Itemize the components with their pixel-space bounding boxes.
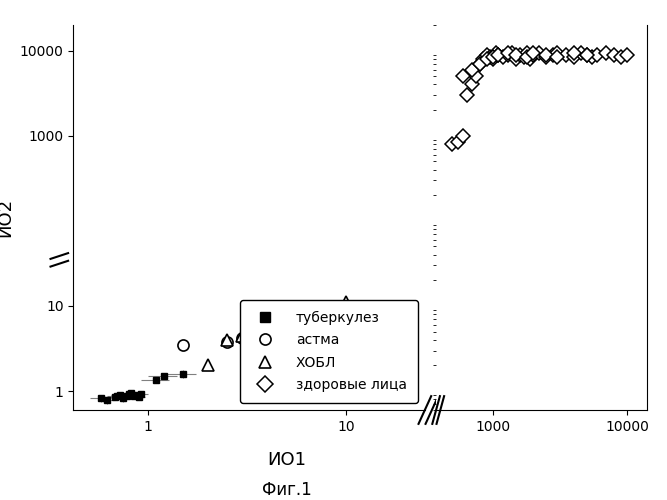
Legend: туберкулез, астма, ХОБЛ, здоровые лица: туберкулез, астма, ХОБЛ, здоровые лица [240,300,418,403]
Text: ИО1: ИО1 [267,451,306,469]
Text: Фиг.1: Фиг.1 [262,481,311,499]
Y-axis label: ИО2: ИО2 [0,198,14,237]
